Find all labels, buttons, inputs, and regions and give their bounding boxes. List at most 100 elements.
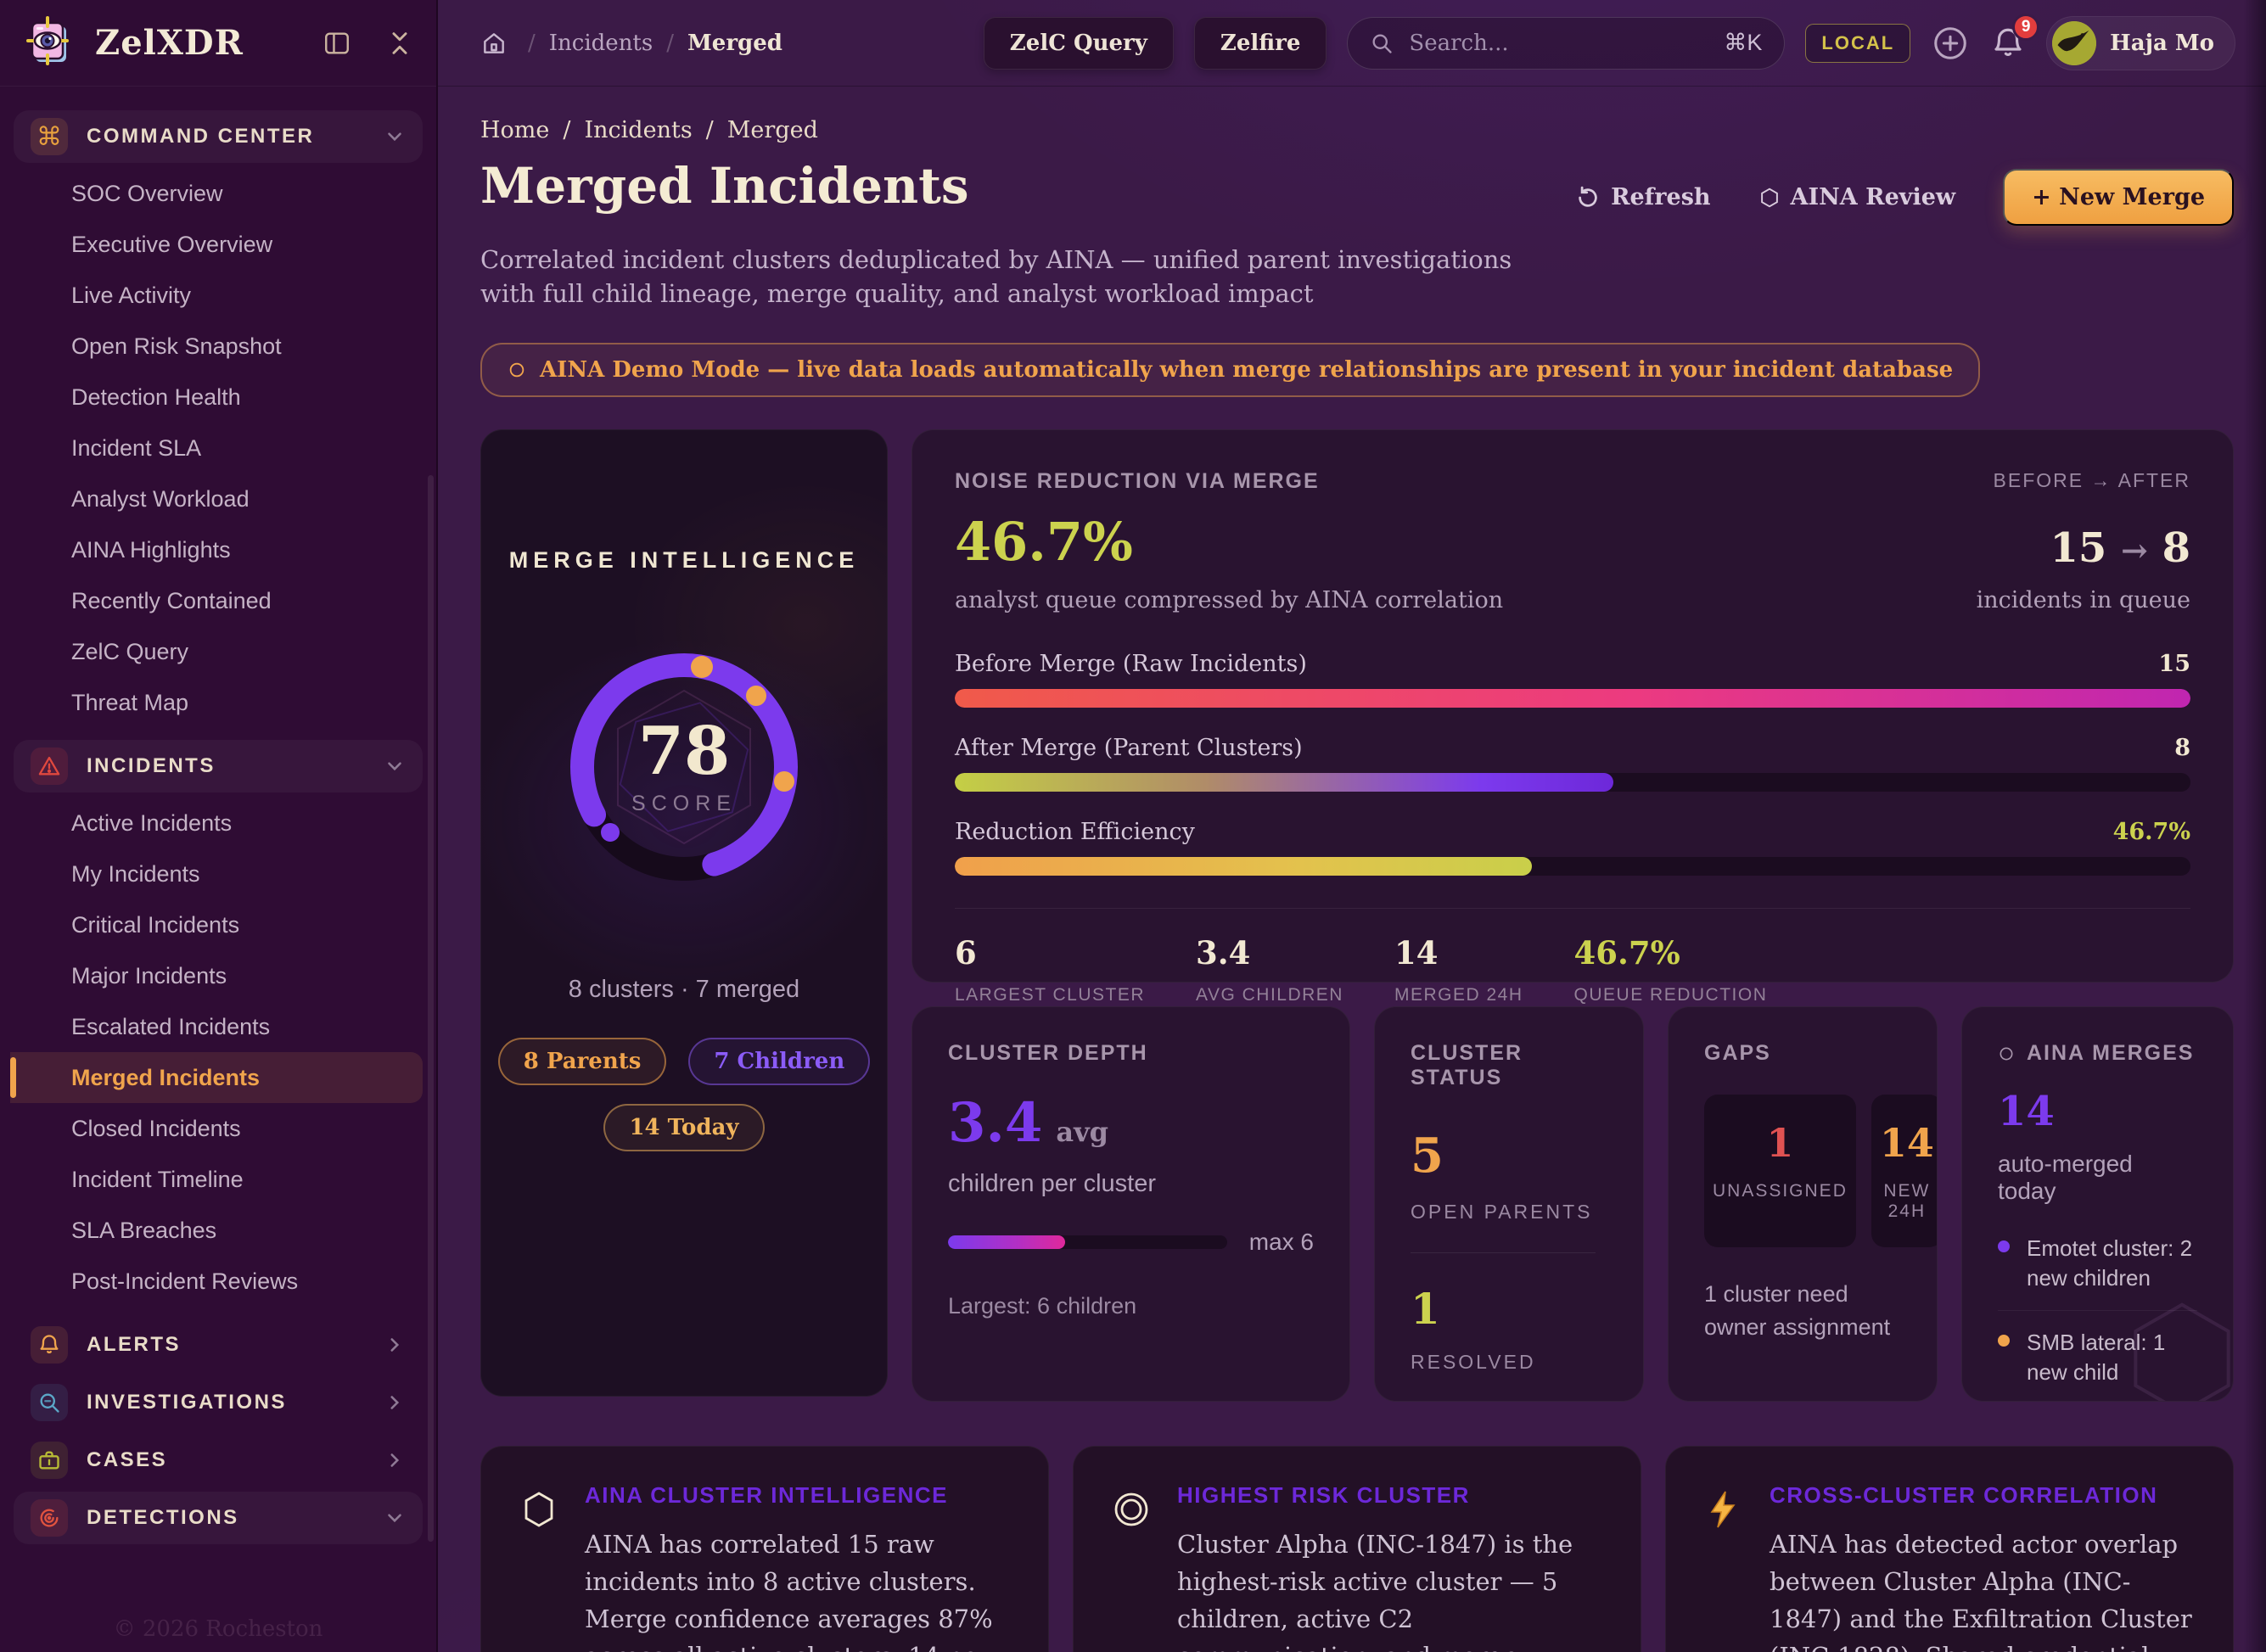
topbar: / Incidents / Merged ZelC Query Zelfire … (438, 0, 2266, 87)
chevron-down-icon (384, 755, 406, 777)
sidebar-item-my-incidents[interactable]: My Incidents (71, 860, 200, 887)
page-subtitle: Correlated incident clusters deduplicate… (480, 245, 1512, 309)
sidebar-item-sla-breaches[interactable]: SLA Breaches (71, 1217, 217, 1243)
merge-list-item: Emotet cluster: 2 new children (1998, 1217, 2197, 1310)
sidebar-item-merged-incidents[interactable]: Merged Incidents (10, 1052, 423, 1103)
hexagon-icon (519, 1482, 563, 1652)
hexagon-watermark-icon (2114, 1291, 2233, 1402)
sidebar-section-cases[interactable]: CASES (14, 1434, 423, 1487)
bell-icon (31, 1326, 68, 1364)
notifications-button[interactable]: 9 (1990, 13, 2040, 61)
breadcrumb-incidents[interactable]: Incidents (584, 117, 693, 143)
new-merge-button[interactable]: + New Merge (2003, 169, 2234, 226)
sidebar-item-soc-overview[interactable]: SOC Overview (71, 180, 223, 206)
sidebar-item-critical-incidents[interactable]: Critical Incidents (71, 911, 240, 938)
home-icon[interactable] (480, 30, 508, 57)
zelfire-button[interactable]: Zelfire (1193, 16, 1327, 70)
noise-reduction-card: NOISE REDUCTION VIA MERGE BEFORE → AFTER… (911, 429, 2234, 1005)
merge-score-value: 78 (637, 712, 731, 790)
sidebar: ZelXDR ⌘ COMMAND CENTER SOC Overview Ex (0, 0, 438, 1652)
depth-value: 3.4 (948, 1091, 1043, 1156)
command-icon: ⌘ (31, 118, 68, 155)
merge-list-item: SMB lateral: 1 new child (1998, 1310, 2197, 1401)
cluster-depth-card: CLUSTER DEPTH 3.4 avg children per clust… (911, 1006, 1350, 1403)
sidebar-item-recently-contained[interactable]: Recently Contained (71, 587, 272, 613)
merge-intelligence-card: MERGE INTELLIGENCE 78 SCORE 8 cluste (480, 429, 888, 1397)
sidebar-item-executive-overview[interactable]: Executive Overview (71, 231, 273, 257)
app-title: ZelXDR (95, 23, 244, 63)
search-input[interactable] (1409, 30, 1709, 56)
sidebar-item-active-incidents[interactable]: Active Incidents (71, 809, 233, 836)
sidebar-item-escalated-incidents[interactable]: Escalated Incidents (71, 1013, 271, 1039)
chevron-down-icon (384, 126, 406, 148)
before-after-label: BEFORE → AFTER (1993, 469, 2190, 492)
sidebar-item-live-activity[interactable]: Live Activity (71, 282, 192, 308)
gaps-note: 1 cluster need owner assignment (1704, 1281, 1891, 1341)
breadcrumb: Home / Incidents / Merged (480, 117, 818, 143)
target-icon (31, 1499, 68, 1537)
cluster-summary: 8 clusters · 7 merged (568, 976, 800, 1004)
panel-toggle-icon[interactable] (323, 29, 351, 58)
merge-score-gauge: 78 SCORE (557, 640, 811, 894)
breadcrumb-incidents[interactable]: Incidents (548, 30, 653, 56)
sidebar-item-incident-sla[interactable]: Incident SLA (71, 434, 202, 461)
zelc-query-button[interactable]: ZelC Query (983, 16, 1174, 70)
chevron-right-icon (384, 1392, 406, 1414)
sidebar-item-incident-timeline[interactable]: Incident Timeline (71, 1166, 244, 1192)
sidebar-scrollbar[interactable] (428, 475, 434, 1542)
noise-card-title: NOISE REDUCTION VIA MERGE (955, 469, 1320, 494)
depth-progress-bar (948, 1235, 1227, 1250)
sidebar-item-post-incident-reviews[interactable]: Post-Incident Reviews (71, 1268, 299, 1294)
search-icon (1370, 31, 1394, 55)
bullet-icon (1998, 1240, 2010, 1253)
sidebar-item-major-incidents[interactable]: Major Incidents (71, 962, 227, 988)
warning-triangle-icon (31, 748, 68, 785)
user-name: Haja Mo (2110, 30, 2214, 56)
unassigned-tile: 1 UNASSIGNED (1704, 1095, 1856, 1248)
sidebar-item-threat-map[interactable]: Threat Map (71, 689, 189, 715)
auto-merged-count: 14 (1998, 1088, 2055, 1136)
open-parents-value: 5 (1411, 1128, 1444, 1184)
add-button[interactable] (1931, 24, 1970, 63)
children-badge: 7 Children (688, 1038, 871, 1086)
user-menu[interactable]: Haja Mo (2046, 15, 2235, 70)
reduction-percent: 46.7% (955, 511, 1133, 574)
aina-review-button[interactable]: AINA Review (1758, 184, 1955, 210)
stat-avg-children: 3.4 AVG CHILDREN (1196, 934, 1343, 1005)
cluster-status-card: CLUSTER STATUS 5 OPEN PARENTS 1 RESOLVED (1374, 1006, 1644, 1403)
stat-merged-24h: 14 MERGED 24H (1394, 934, 1523, 1005)
before-merge-bar: Before Merge (Raw Incidents) 15 (955, 651, 2190, 708)
resolved-value: 1 (1411, 1284, 1440, 1335)
collapse-sidebar-icon[interactable] (385, 29, 414, 58)
new-24h-tile: 14 NEW 24H (1871, 1095, 1937, 1248)
sidebar-item-open-risk-snapshot[interactable]: Open Risk Snapshot (71, 333, 282, 359)
avatar (2052, 20, 2097, 65)
sidebar-section-detections[interactable]: DETECTIONS (14, 1492, 423, 1544)
refresh-button[interactable]: Refresh (1575, 184, 1711, 210)
lightning-icon (1703, 1482, 1747, 1652)
chevron-right-icon (384, 1334, 406, 1356)
search-bar[interactable]: ⌘K (1347, 16, 1786, 70)
sidebar-item-detection-health[interactable]: Detection Health (71, 384, 241, 410)
copyright: © 2026 Rocheston (113, 1616, 323, 1642)
sidebar-item-aina-highlights[interactable]: AINA Highlights (71, 536, 231, 563)
chevron-right-icon (384, 1449, 406, 1471)
circle-icon (509, 362, 524, 378)
sidebar-section-incidents[interactable]: INCIDENTS (14, 740, 423, 792)
sidebar-item-zelc-query[interactable]: ZelC Query (71, 638, 189, 664)
breadcrumb-home[interactable]: Home (480, 117, 550, 143)
sidebar-section-investigations[interactable]: INVESTIGATIONS (14, 1376, 423, 1429)
reduction-caption: analyst queue compressed by AINA correla… (955, 587, 1504, 614)
highest-risk-cluster-card: HIGHEST RISK CLUSTER Cluster Alpha (INC-… (1073, 1446, 1641, 1652)
queue-caption: incidents in queue (1976, 587, 2190, 614)
main-content: Home / Incidents / Merged Merged Inciden… (438, 87, 2266, 1652)
target-circles-icon (1111, 1482, 1155, 1652)
cross-cluster-correlation-card: CROSS-CLUSTER CORRELATION AINA has detec… (1665, 1446, 2234, 1652)
sidebar-section-command-center[interactable]: ⌘ COMMAND CENTER (14, 110, 423, 163)
demo-mode-banner: AINA Demo Mode — live data loads automat… (480, 343, 1981, 398)
today-badge: 14 Today (603, 1104, 765, 1152)
gaps-card: GAPS 1 UNASSIGNED 14 NEW 24H 1 cluster n… (1668, 1006, 1938, 1403)
sidebar-item-closed-incidents[interactable]: Closed Incidents (71, 1115, 241, 1141)
sidebar-section-alerts[interactable]: ALERTS (14, 1319, 423, 1371)
sidebar-item-analyst-workload[interactable]: Analyst Workload (71, 485, 250, 512)
